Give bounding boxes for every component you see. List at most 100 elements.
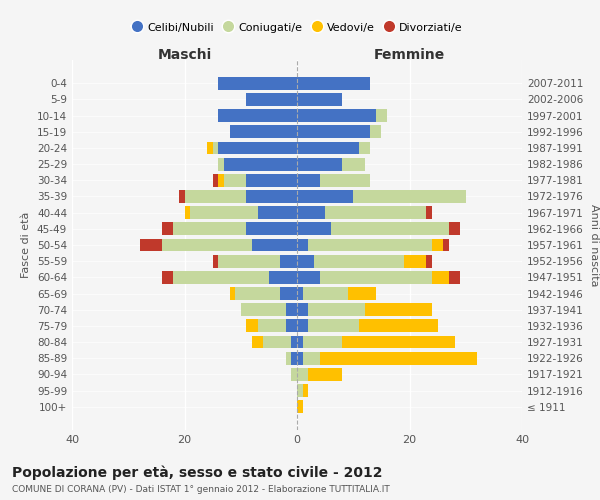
Bar bbox=[404, 254, 427, 268]
Bar bbox=[252, 238, 297, 252]
Bar bbox=[449, 271, 460, 284]
Bar bbox=[241, 303, 286, 316]
Bar bbox=[257, 206, 297, 219]
Bar bbox=[353, 190, 466, 203]
Bar bbox=[212, 142, 218, 154]
Bar bbox=[229, 287, 235, 300]
Bar bbox=[297, 190, 353, 203]
Bar bbox=[449, 222, 460, 235]
Bar bbox=[427, 254, 432, 268]
Bar bbox=[280, 287, 297, 300]
Bar bbox=[297, 400, 302, 413]
Bar bbox=[263, 336, 292, 348]
Bar bbox=[308, 320, 359, 332]
Bar bbox=[280, 254, 297, 268]
Bar bbox=[308, 238, 432, 252]
Bar bbox=[247, 93, 297, 106]
Bar bbox=[376, 109, 387, 122]
Legend: Celibi/Nubili, Coniugati/e, Vedovi/e, Divorziati/e: Celibi/Nubili, Coniugati/e, Vedovi/e, Di… bbox=[127, 18, 467, 37]
Bar bbox=[185, 206, 190, 219]
Bar bbox=[218, 77, 297, 90]
Bar bbox=[173, 271, 269, 284]
Bar bbox=[297, 368, 308, 381]
Bar bbox=[432, 271, 449, 284]
Bar bbox=[297, 352, 302, 364]
Bar bbox=[302, 287, 347, 300]
Bar bbox=[297, 93, 342, 106]
Bar bbox=[218, 174, 224, 187]
Bar bbox=[218, 142, 297, 154]
Bar bbox=[320, 271, 432, 284]
Bar bbox=[297, 287, 302, 300]
Bar bbox=[297, 303, 308, 316]
Bar bbox=[370, 126, 382, 138]
Bar bbox=[247, 222, 297, 235]
Bar bbox=[308, 303, 365, 316]
Bar bbox=[218, 158, 224, 170]
Bar bbox=[297, 158, 342, 170]
Bar bbox=[252, 336, 263, 348]
Bar bbox=[269, 271, 297, 284]
Y-axis label: Anni di nascita: Anni di nascita bbox=[589, 204, 599, 286]
Bar bbox=[302, 384, 308, 397]
Bar bbox=[292, 352, 297, 364]
Bar bbox=[320, 352, 477, 364]
Bar bbox=[179, 190, 185, 203]
Bar bbox=[320, 174, 370, 187]
Bar bbox=[286, 303, 297, 316]
Bar bbox=[286, 320, 297, 332]
Bar bbox=[173, 222, 247, 235]
Bar bbox=[218, 109, 297, 122]
Text: Popolazione per età, sesso e stato civile - 2012: Popolazione per età, sesso e stato civil… bbox=[12, 465, 383, 479]
Bar bbox=[229, 126, 297, 138]
Bar bbox=[224, 174, 247, 187]
Bar bbox=[247, 190, 297, 203]
Bar bbox=[297, 238, 308, 252]
Bar bbox=[297, 77, 370, 90]
Bar bbox=[427, 206, 432, 219]
Bar bbox=[292, 336, 297, 348]
Bar bbox=[247, 320, 257, 332]
Bar bbox=[185, 190, 247, 203]
Bar bbox=[139, 238, 162, 252]
Bar bbox=[297, 222, 331, 235]
Bar bbox=[257, 320, 286, 332]
Bar bbox=[365, 303, 432, 316]
Bar bbox=[302, 352, 320, 364]
Bar bbox=[347, 287, 376, 300]
Bar bbox=[162, 222, 173, 235]
Bar bbox=[286, 352, 292, 364]
Text: Maschi: Maschi bbox=[157, 48, 212, 62]
Bar bbox=[224, 158, 297, 170]
Bar bbox=[297, 254, 314, 268]
Bar bbox=[359, 142, 370, 154]
Bar bbox=[314, 254, 404, 268]
Bar bbox=[359, 320, 437, 332]
Bar bbox=[190, 206, 257, 219]
Bar bbox=[162, 238, 252, 252]
Bar bbox=[342, 158, 365, 170]
Bar bbox=[297, 142, 359, 154]
Bar bbox=[342, 336, 455, 348]
Text: Femmine: Femmine bbox=[374, 48, 445, 62]
Bar bbox=[247, 174, 297, 187]
Bar bbox=[443, 238, 449, 252]
Bar bbox=[308, 368, 342, 381]
Bar bbox=[331, 222, 449, 235]
Bar bbox=[432, 238, 443, 252]
Bar bbox=[207, 142, 212, 154]
Bar bbox=[212, 174, 218, 187]
Bar bbox=[297, 271, 320, 284]
Bar bbox=[325, 206, 427, 219]
Bar bbox=[302, 336, 342, 348]
Bar bbox=[218, 254, 280, 268]
Y-axis label: Fasce di età: Fasce di età bbox=[22, 212, 31, 278]
Bar bbox=[297, 126, 370, 138]
Bar bbox=[297, 320, 308, 332]
Bar bbox=[297, 109, 376, 122]
Bar bbox=[162, 271, 173, 284]
Text: COMUNE DI CORANA (PV) - Dati ISTAT 1° gennaio 2012 - Elaborazione TUTTITALIA.IT: COMUNE DI CORANA (PV) - Dati ISTAT 1° ge… bbox=[12, 485, 390, 494]
Bar bbox=[297, 336, 302, 348]
Bar bbox=[212, 254, 218, 268]
Bar bbox=[297, 206, 325, 219]
